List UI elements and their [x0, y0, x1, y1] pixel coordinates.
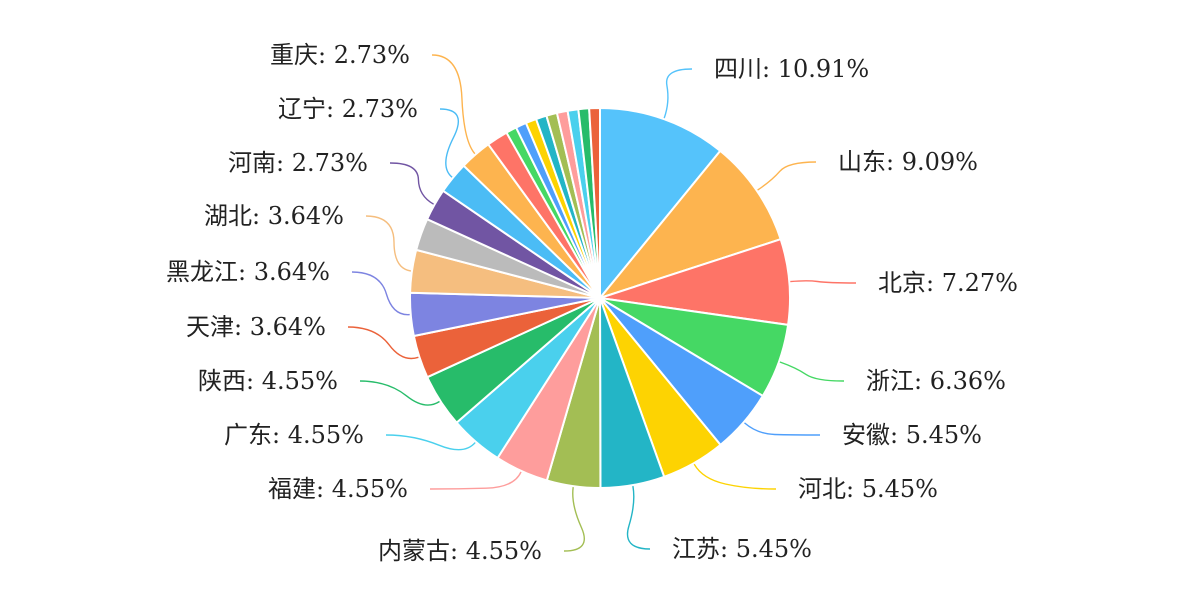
leader-line-2	[790, 280, 857, 284]
slice-label-1: 山东: 9.09%	[838, 148, 978, 176]
pie-slices	[409, 107, 791, 490]
leader-line-11	[347, 326, 419, 360]
leader-line-0	[663, 68, 693, 119]
leader-line-13	[365, 215, 412, 272]
slice-label-12: 黑龙江: 3.64%	[166, 258, 330, 286]
slice-label-7: 内蒙古: 4.55%	[378, 537, 542, 565]
pie-labels: 四川: 10.91% 山东: 9.09% 北京: 7.27% 浙江: 6.36% 安徽:…	[166, 41, 1018, 565]
leader-line-17	[431, 54, 476, 155]
leader-line-10	[359, 380, 440, 406]
leader-line-1	[757, 161, 817, 191]
slice-label-2: 北京: 7.27%	[878, 269, 1018, 297]
pie-leader-lines	[347, 54, 857, 552]
slice-label-11: 天津: 3.64%	[186, 313, 326, 341]
leader-line-5	[693, 463, 777, 490]
leader-line-16	[439, 108, 460, 178]
slice-label-8: 福建: 4.55%	[268, 475, 408, 503]
leader-line-8	[429, 471, 522, 490]
leader-line-4	[744, 422, 821, 436]
leader-line-7	[563, 487, 585, 552]
pie-slice-1[interactable]	[599, 149, 782, 299]
slice-label-6: 江苏: 5.45%	[672, 535, 812, 563]
slice-label-0: 四川: 10.91%	[714, 55, 869, 83]
slice-label-15: 河南: 2.73%	[228, 149, 368, 177]
slice-label-10: 陕西: 4.55%	[198, 367, 338, 395]
slice-label-17: 重庆: 2.73%	[270, 41, 410, 69]
leader-line-3	[779, 361, 845, 382]
slice-label-9: 广东: 4.55%	[224, 421, 364, 449]
slice-label-13: 湖北: 3.64%	[204, 202, 344, 230]
slice-label-4: 安徽: 5.45%	[842, 421, 982, 449]
leader-line-6	[626, 485, 651, 550]
pie-slice-0[interactable]	[599, 107, 722, 299]
slice-label-16: 辽宁: 2.73%	[278, 95, 418, 123]
slice-label-3: 浙江: 6.36%	[866, 367, 1006, 395]
slice-label-5: 河北: 5.45%	[798, 475, 938, 503]
leader-line-9	[385, 434, 476, 451]
pie-slice-27[interactable]	[588, 107, 601, 299]
leader-line-12	[351, 271, 410, 316]
leader-line-15	[389, 162, 434, 205]
